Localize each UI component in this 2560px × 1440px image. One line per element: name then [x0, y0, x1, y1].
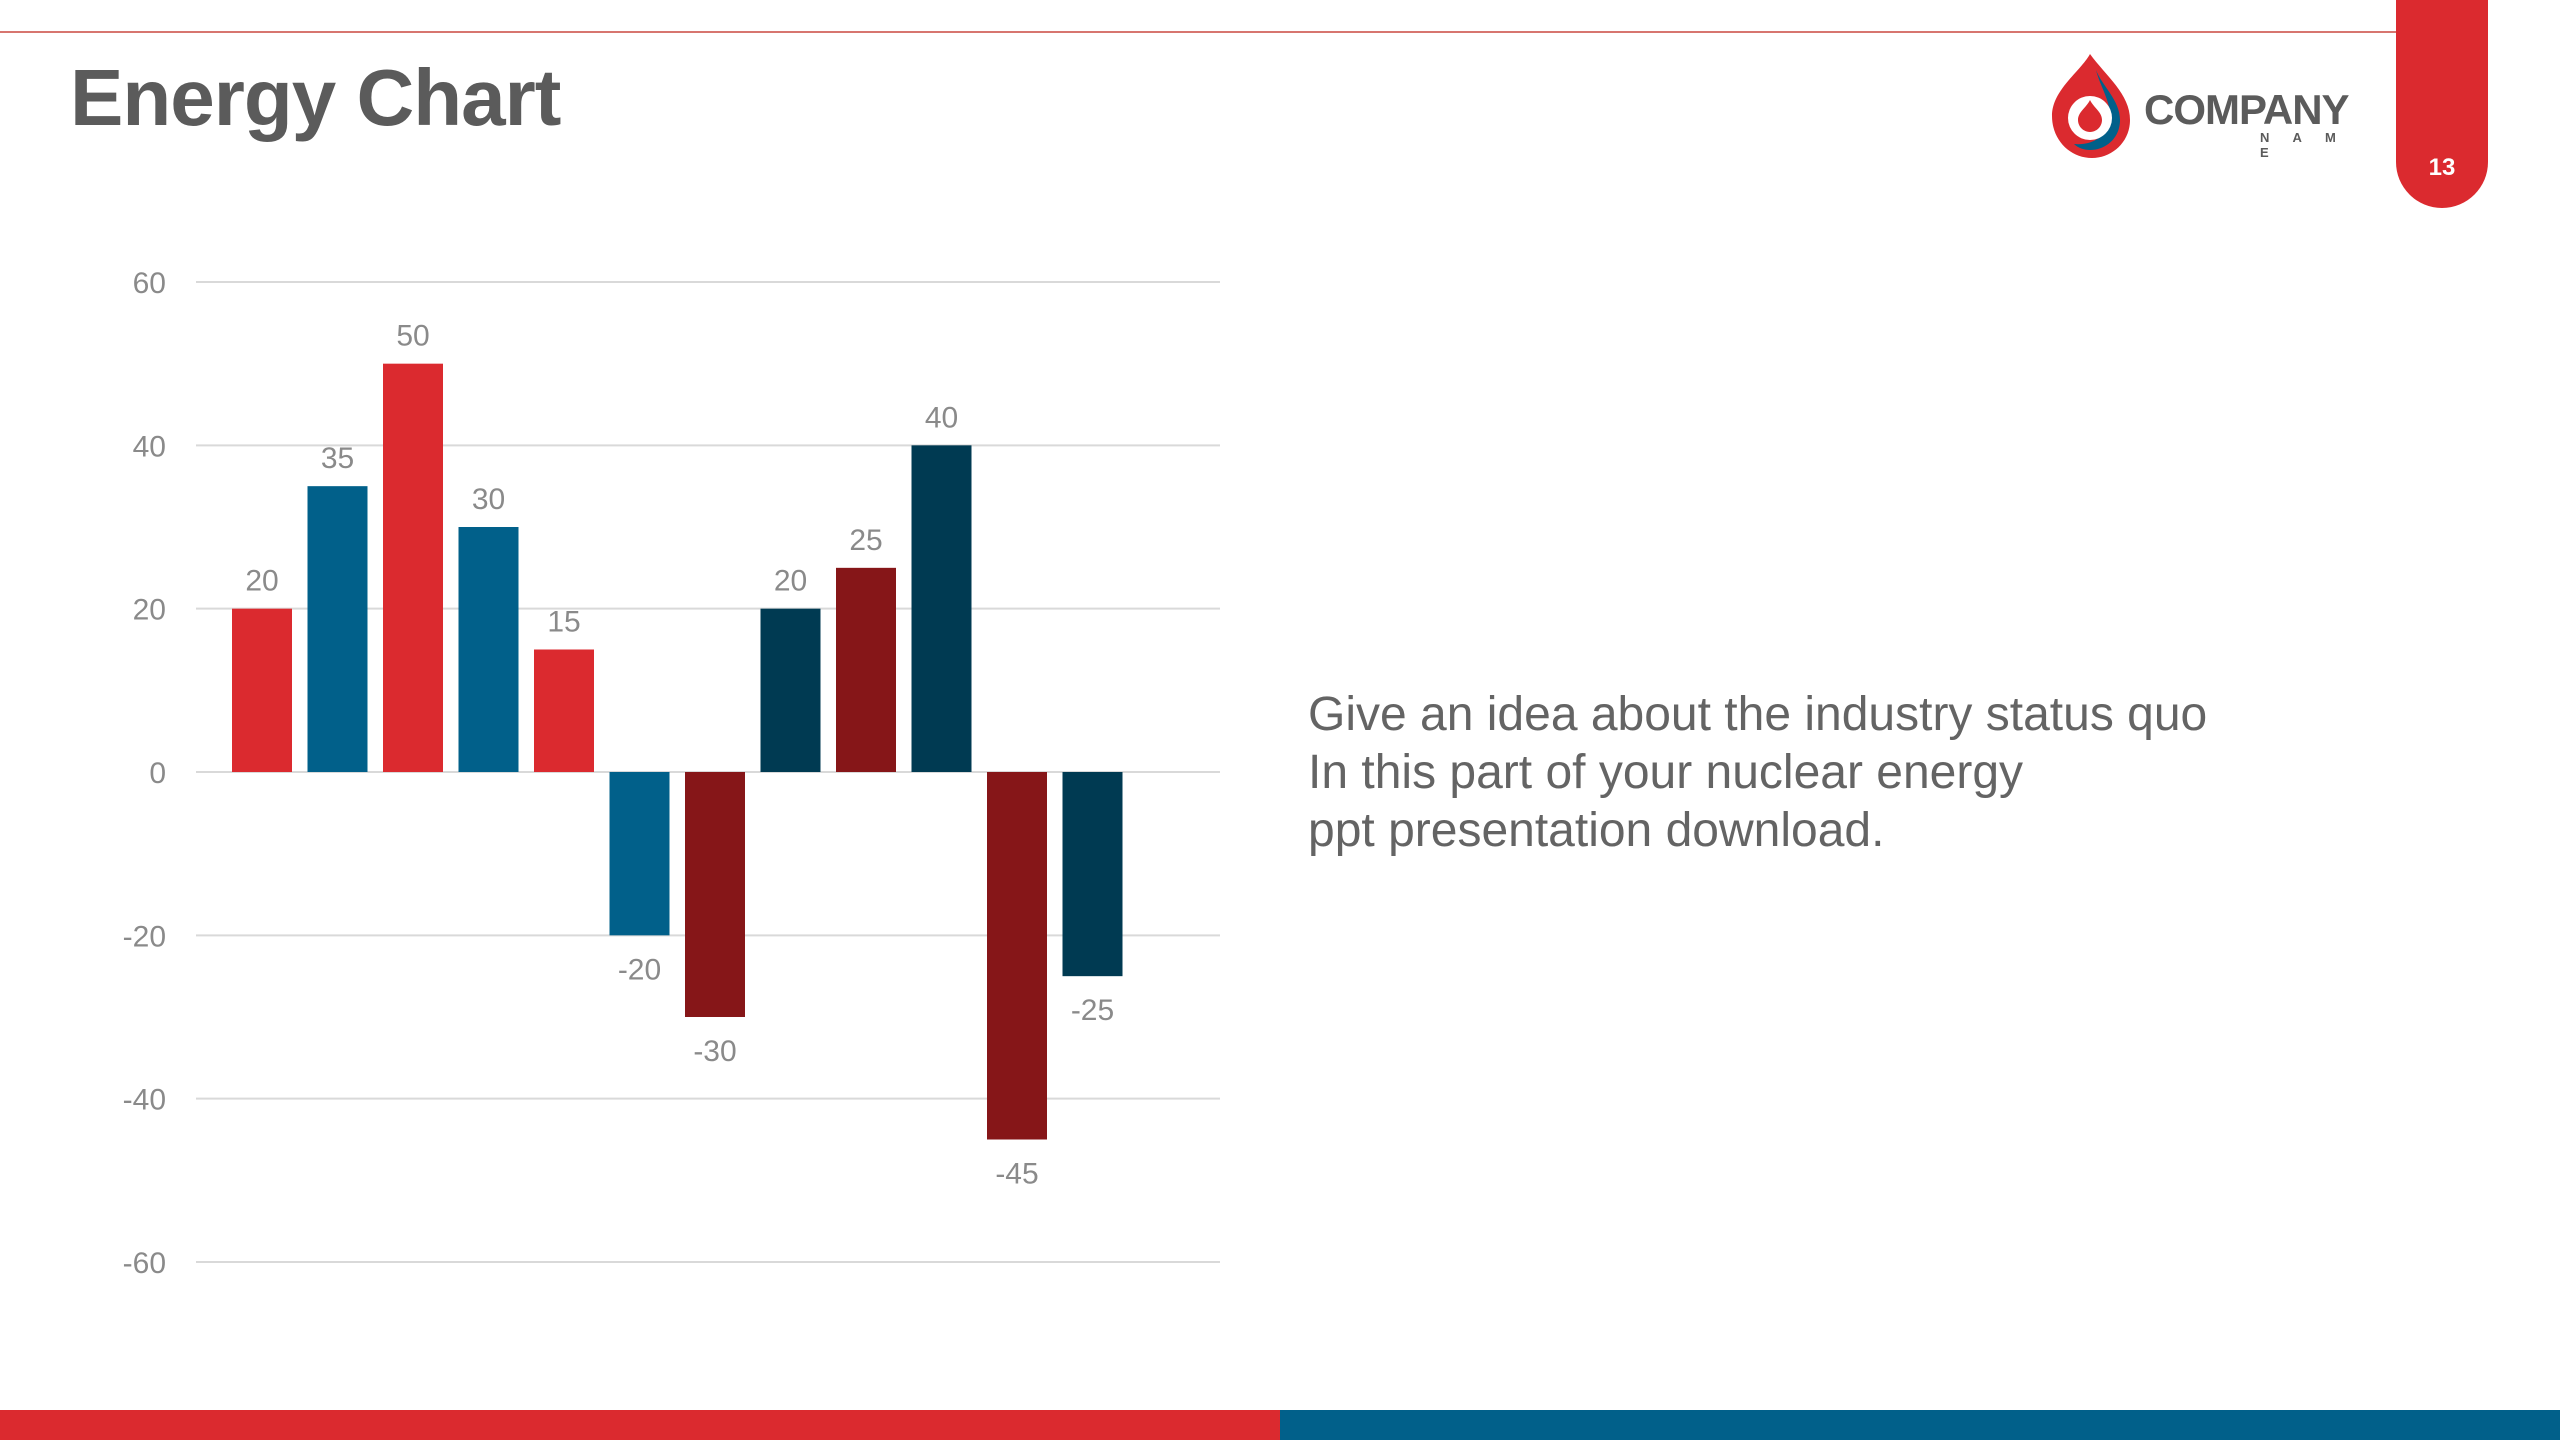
- energy-bar-chart: 60 40 20 0 -20 -40 -60 20 35 50 30 15 -20 -30 20 25 40 -…: [123, 267, 1220, 1280]
- bar-9: [836, 567, 896, 772]
- logo-subtext: N A M E: [2260, 130, 2346, 160]
- description-line-2: In this part of your nuclear energy: [1308, 746, 2024, 799]
- data-label-6: -20: [618, 953, 661, 986]
- bar-1: [232, 608, 292, 772]
- data-label-4: 30: [472, 483, 505, 516]
- y-tick-label: -40: [123, 1084, 166, 1117]
- data-label-2: 35: [321, 442, 354, 475]
- y-tick-label: 40: [133, 430, 166, 463]
- footer-bar-red: [0, 1410, 1280, 1440]
- bar-8: [760, 608, 821, 772]
- data-label-7: -30: [693, 1035, 736, 1068]
- data-label-3: 50: [396, 320, 429, 353]
- company-logo: COMPANY N A M E: [2044, 50, 2364, 162]
- data-label-1: 20: [245, 565, 278, 598]
- data-label-8: 20: [774, 565, 807, 598]
- footer-bar-blue: [1280, 1410, 2560, 1440]
- chart-data-labels: 20 35 50 30 15 -20 -30 20 25 40 -45 -25: [245, 320, 1114, 1191]
- chart-y-ticks: 60 40 20 0 -20 -40 -60: [123, 267, 166, 1280]
- bar-2: [307, 486, 368, 772]
- bar-12: [1062, 772, 1123, 977]
- description-text: Give an idea about the industry status q…: [1308, 686, 2408, 860]
- bar-6: [609, 772, 670, 936]
- page-title: Energy Chart: [70, 53, 561, 142]
- data-label-11: -45: [995, 1158, 1038, 1191]
- drop-logo-icon: [2052, 54, 2130, 158]
- header-rule: [0, 31, 2396, 33]
- y-tick-label: 20: [133, 594, 166, 627]
- data-label-12: -25: [1071, 994, 1114, 1027]
- page-number: 13: [2428, 154, 2456, 181]
- data-label-9: 25: [849, 524, 882, 557]
- bar-11: [987, 772, 1047, 1140]
- y-tick-label: -60: [123, 1247, 166, 1280]
- y-tick-label: -20: [123, 920, 166, 953]
- data-label-10: 40: [925, 401, 958, 434]
- description-line-1: Give an idea about the industry status q…: [1308, 688, 2208, 741]
- chart-bars: [232, 363, 1123, 1140]
- bar-5: [534, 649, 594, 772]
- bar-3: [383, 363, 443, 772]
- page-number-tab: 13: [2396, 0, 2488, 208]
- bar-4: [458, 527, 519, 772]
- bar-10: [911, 445, 972, 772]
- y-tick-label: 0: [149, 757, 166, 790]
- data-label-5: 15: [547, 606, 580, 639]
- y-tick-label: 60: [133, 267, 166, 300]
- bar-7: [685, 772, 745, 1017]
- description-line-3: ppt presentation download.: [1308, 804, 1885, 857]
- logo-wordmark: COMPANY: [2144, 86, 2350, 133]
